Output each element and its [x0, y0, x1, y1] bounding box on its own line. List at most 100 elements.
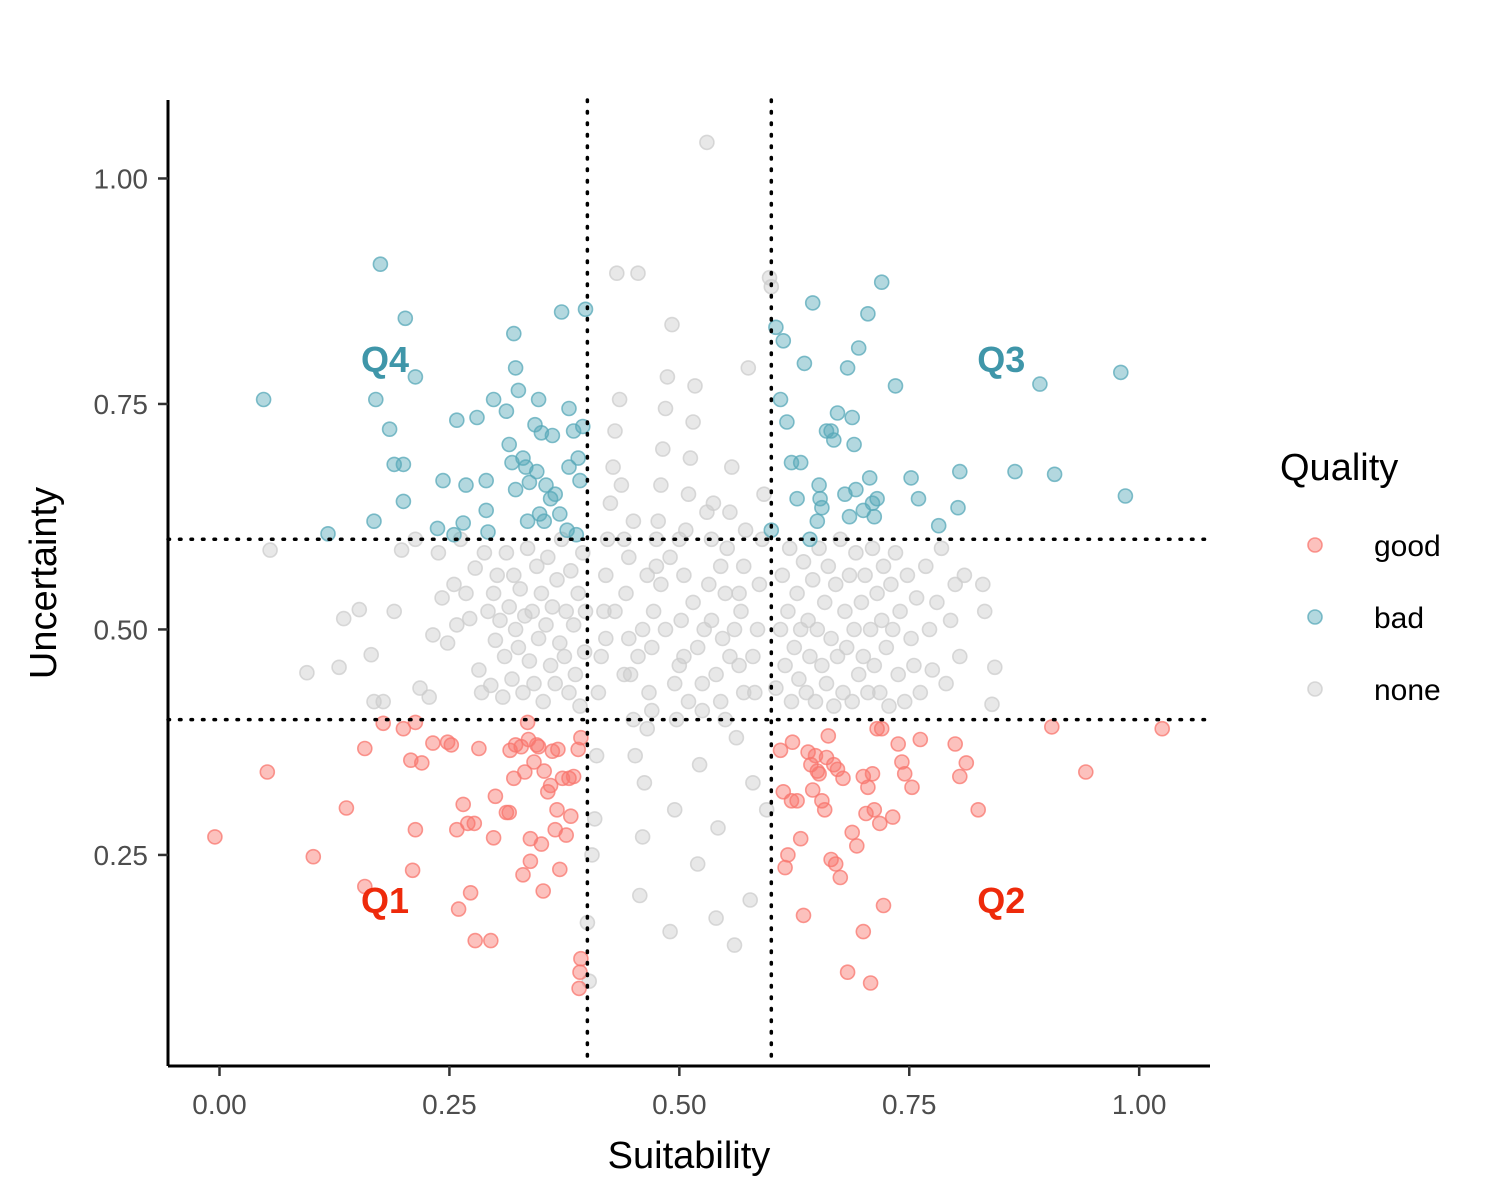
point-bad [485, 391, 502, 408]
point-good [570, 741, 587, 758]
point-none [694, 675, 711, 692]
point-good [407, 821, 424, 838]
point-none [717, 585, 734, 602]
point-none [735, 684, 752, 701]
point-none [881, 698, 897, 714]
legend-item-none: none [1307, 674, 1441, 707]
point-none [607, 423, 623, 439]
point-bad [577, 301, 594, 318]
point-good [482, 932, 499, 949]
point-none [608, 265, 625, 282]
point-good [1044, 719, 1060, 735]
point-none [485, 585, 502, 602]
point-none [735, 558, 752, 575]
point-none [712, 693, 729, 710]
point-none [723, 459, 740, 475]
point-none [501, 599, 518, 615]
point-none [538, 617, 554, 633]
point-none [908, 590, 925, 606]
point-none [722, 504, 738, 521]
point-none [351, 601, 368, 618]
point-none [974, 576, 991, 593]
point-good [866, 801, 883, 818]
point-none [855, 648, 872, 665]
point-none [814, 657, 830, 674]
point-none [746, 684, 763, 701]
point-bad [841, 508, 858, 525]
point-none [685, 414, 701, 430]
point-none [924, 662, 941, 678]
point-none [857, 567, 873, 584]
point-bad [565, 423, 582, 439]
reference-lines [166, 98, 1212, 1068]
point-none [577, 603, 594, 620]
point-none [496, 648, 513, 665]
point-bad [507, 481, 524, 498]
point-none [676, 567, 692, 584]
point-none [412, 680, 428, 696]
point-none [662, 549, 678, 566]
point-none [544, 599, 561, 615]
point-good [516, 764, 533, 780]
point-none [662, 923, 678, 940]
point-none [838, 639, 855, 656]
point-none [516, 608, 533, 624]
point-bad [1117, 488, 1134, 504]
point-none [639, 567, 656, 584]
point-bad [910, 490, 927, 507]
point-none [618, 585, 634, 602]
point-none [742, 892, 759, 908]
point-good [855, 923, 872, 940]
point-bad [478, 472, 495, 489]
point-none [892, 603, 908, 620]
point-none [731, 657, 747, 674]
x-tick-label: 0.75 [882, 1089, 937, 1120]
point-bad [930, 517, 947, 534]
legend-label-good: good [1374, 530, 1441, 563]
point-none [461, 610, 478, 627]
point-good [816, 801, 833, 818]
point-none [512, 581, 529, 597]
point-good [848, 838, 865, 854]
point-none [938, 675, 954, 692]
point-bad [505, 325, 522, 342]
point-good [820, 728, 837, 744]
y-tick-label: 0.25 [94, 840, 149, 871]
point-bad [796, 355, 813, 372]
point-good [789, 792, 805, 809]
y-tick-label: 0.50 [94, 614, 149, 645]
point-none [848, 544, 864, 561]
point-none [728, 729, 745, 746]
point-none [597, 630, 614, 647]
point-none [627, 747, 644, 764]
point-none [430, 544, 447, 561]
point-bad [570, 450, 587, 466]
point-none [639, 720, 656, 737]
point-good [1154, 720, 1170, 737]
point-bad [480, 524, 496, 540]
point-bad [809, 513, 826, 530]
series-bad [255, 256, 1134, 548]
legend-key-bad [1307, 609, 1323, 625]
point-none [825, 698, 842, 714]
point-none [331, 659, 347, 676]
point-none [641, 684, 657, 701]
point-bad [1046, 466, 1063, 483]
quadrant-labels: Q4 Q3 Q1 Q2 [361, 339, 1025, 921]
point-none [789, 585, 805, 602]
point-none [956, 567, 973, 584]
point-none [666, 801, 683, 818]
point-bad [407, 369, 424, 385]
point-none [835, 684, 851, 701]
point-good [562, 808, 579, 825]
point-none [685, 594, 701, 611]
point-bad [429, 520, 446, 537]
point-good [573, 729, 589, 746]
point-bad [561, 459, 577, 475]
point-none [299, 664, 315, 681]
x-tick-label: 1.00 [1112, 1089, 1167, 1120]
point-bad [848, 481, 864, 498]
point-none [699, 134, 715, 151]
point-good [858, 805, 874, 822]
point-none [562, 562, 579, 579]
